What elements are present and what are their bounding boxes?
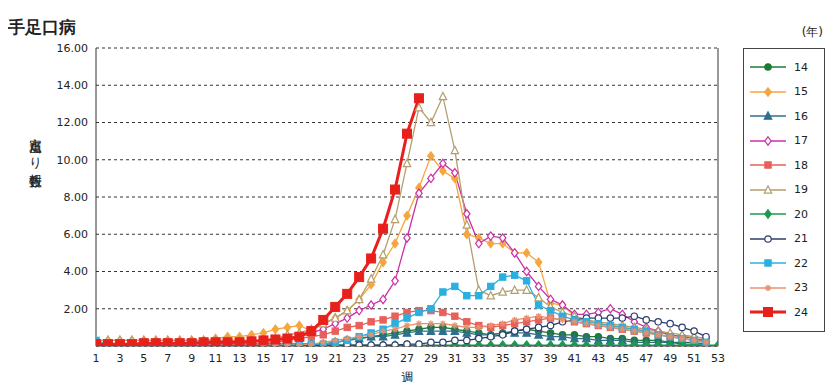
html-text:19: 19 [794, 183, 808, 197]
svg-text:11: 11 [209, 352, 223, 365]
svg-text:9: 9 [188, 352, 195, 365]
svg-text:1: 1 [93, 352, 100, 365]
svg-text:8.00: 8.00 [64, 191, 89, 204]
svg-text:4.00: 4.00 [64, 265, 89, 278]
svg-text:43: 43 [591, 352, 605, 365]
svg-text:33: 33 [472, 352, 486, 365]
svg-text:41: 41 [567, 352, 581, 365]
html-text:16: 16 [794, 109, 808, 123]
svg-text:5: 5 [140, 352, 147, 365]
svg-text:53: 53 [711, 352, 725, 365]
svg-text:47: 47 [639, 352, 653, 365]
svg-text:39: 39 [544, 352, 558, 365]
html-text:14: 14 [794, 60, 808, 74]
svg-text:51: 51 [687, 352, 701, 365]
svg-text:31: 31 [448, 352, 462, 365]
html-text:(年): (年) [801, 25, 823, 39]
svg-text:29: 29 [424, 352, 438, 365]
svg-text:27: 27 [400, 352, 414, 365]
svg-text:13: 13 [233, 352, 247, 365]
svg-text:6.00: 6.00 [64, 228, 89, 241]
html-text:20: 20 [794, 207, 808, 221]
svg-text:16.00: 16.00 [57, 42, 89, 55]
html-text:定点当たり報告数: 定点当たり報告数 [28, 128, 43, 166]
svg-text:45: 45 [615, 352, 629, 365]
svg-text:23: 23 [352, 352, 366, 365]
svg-text:3: 3 [116, 352, 123, 365]
html-text:15: 15 [794, 85, 808, 99]
svg-text:17: 17 [280, 352, 294, 365]
html-text:21: 21 [794, 232, 808, 246]
svg-text:14.00: 14.00 [57, 79, 89, 92]
svg-text:19: 19 [304, 352, 318, 365]
html-text:手足口病: 手足口病 [8, 17, 76, 37]
html-text:22: 22 [794, 256, 808, 270]
svg-text:21: 21 [328, 352, 342, 365]
svg-text:7: 7 [164, 352, 171, 365]
svg-text:12.00: 12.00 [57, 116, 89, 129]
svg-text:週: 週 [401, 370, 414, 382]
svg-text:37: 37 [520, 352, 534, 365]
svg-text:25: 25 [376, 352, 390, 365]
html-text:24: 24 [794, 305, 808, 319]
svg-text:49: 49 [663, 352, 677, 365]
svg-text:35: 35 [496, 352, 510, 365]
svg-text:15: 15 [256, 352, 270, 365]
svg-text:10.00: 10.00 [57, 154, 89, 167]
html-text:17: 17 [794, 134, 808, 148]
html-text:18: 18 [794, 158, 808, 172]
svg-text:2.00: 2.00 [64, 303, 89, 316]
html-text:23: 23 [794, 281, 808, 295]
